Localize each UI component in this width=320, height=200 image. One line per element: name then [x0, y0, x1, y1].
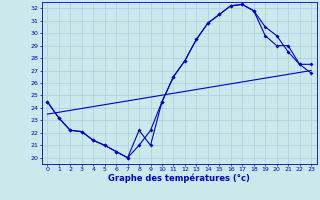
X-axis label: Graphe des températures (°c): Graphe des températures (°c) — [108, 173, 250, 183]
